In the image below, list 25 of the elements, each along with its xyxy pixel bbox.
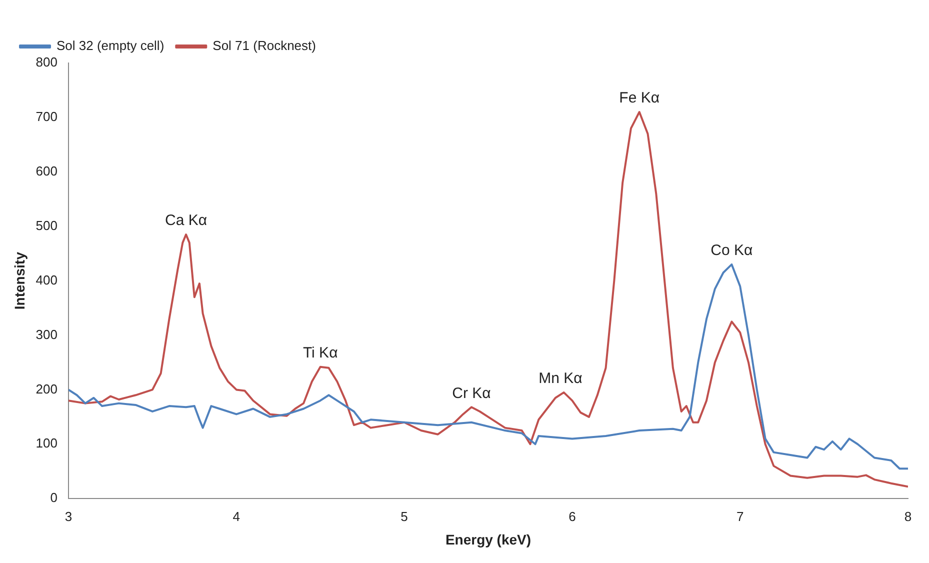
y-tick-label: 300 (36, 326, 58, 342)
y-tick-label: 800 (36, 54, 58, 70)
legend-label: Sol 71 (Rocknest) (212, 38, 316, 54)
x-tick-label: 7 (736, 508, 744, 524)
y-tick-label: 600 (36, 163, 58, 178)
annotation: Co Kα (710, 242, 754, 260)
y-tick-label: 500 (36, 218, 58, 233)
y-tick-label: 100 (36, 436, 58, 451)
y-tick-label: 700 (36, 109, 58, 124)
y-tick-label: 0 (50, 490, 58, 506)
annotation: Ca Kα (165, 212, 208, 230)
annotation: Cr Kα (452, 384, 492, 402)
x-tick-label: 3 (64, 508, 72, 524)
x-tick-label: 6 (568, 508, 576, 524)
y-axis-title: Intensity (11, 252, 28, 310)
annotation: Ti Kα (302, 344, 338, 362)
annotation: Mn Kα (538, 370, 583, 388)
annotation: Fe Kα (619, 90, 660, 107)
x-tick-label: 5 (400, 508, 408, 524)
x-axis-title: Energy (keV) (445, 531, 532, 548)
x-tick-label: 4 (232, 508, 240, 524)
y-tick-label: 200 (36, 381, 58, 396)
x-tick-label: 8 (904, 508, 912, 524)
y-tick-label: 400 (36, 272, 58, 288)
legend-label: Sol 32 (empty cell) (56, 38, 164, 54)
